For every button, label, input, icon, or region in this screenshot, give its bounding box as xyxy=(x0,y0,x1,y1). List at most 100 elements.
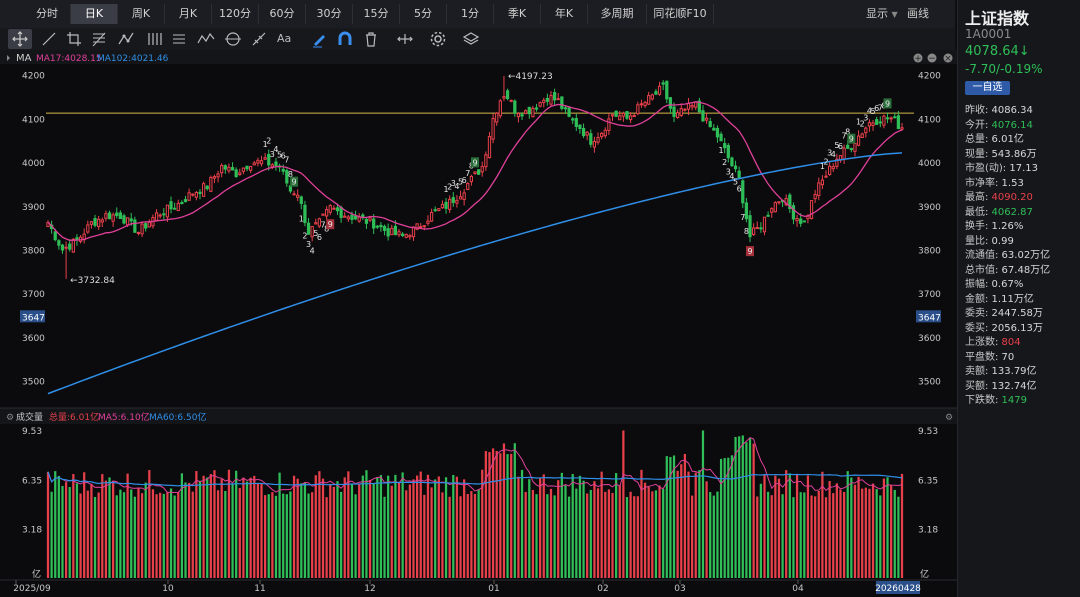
volume-bar xyxy=(727,457,730,578)
trash-icon[interactable] xyxy=(362,30,380,48)
candle-body xyxy=(625,111,629,119)
volume-bar xyxy=(267,494,270,578)
main-chart-header xyxy=(0,50,957,64)
volume-bar xyxy=(868,488,871,578)
display-label[interactable]: 显示 xyxy=(866,7,888,20)
volume-bar xyxy=(622,430,625,578)
candle-body xyxy=(285,170,289,184)
zoom-in-glyph: + xyxy=(914,54,922,64)
volume-bar xyxy=(615,473,618,578)
tab-1[interactable]: 日K xyxy=(71,4,118,24)
tab-4[interactable]: 120分 xyxy=(212,4,259,24)
volume-bar xyxy=(144,482,147,578)
draw-line-button[interactable]: 画线 xyxy=(907,7,929,20)
channel-tool-icon[interactable] xyxy=(170,30,188,48)
volume-bar xyxy=(50,491,53,578)
candle-body xyxy=(194,191,198,198)
candle-body xyxy=(849,148,853,151)
volume-bar xyxy=(184,482,187,578)
bars-tool-icon[interactable] xyxy=(145,30,163,48)
volume-bar xyxy=(669,457,672,578)
candle-body xyxy=(647,95,651,105)
add-watchlist-button[interactable]: 一自选 xyxy=(965,81,1010,95)
text-tool-icon[interactable]: Aa xyxy=(277,32,292,45)
volume-unit-right: 亿 xyxy=(920,568,929,580)
measure-tool-icon[interactable] xyxy=(250,30,268,48)
volume-bar xyxy=(578,475,582,578)
stat-value: 4086.34 xyxy=(988,105,1033,116)
volume-bar xyxy=(463,479,466,578)
tab-11[interactable]: 年K xyxy=(541,4,588,24)
volume-ma60-label: MA60:6.50亿 xyxy=(149,411,206,423)
volume-bar xyxy=(470,491,473,578)
tab-3[interactable]: 月K xyxy=(165,4,212,24)
volume-bar xyxy=(756,496,759,578)
wave-tool-icon[interactable] xyxy=(197,30,215,48)
crosshair-icon[interactable] xyxy=(8,29,32,49)
volume-bar xyxy=(151,489,155,578)
volume-bar xyxy=(861,488,864,578)
candle-body xyxy=(325,209,329,217)
candle-body xyxy=(534,107,539,110)
candle-body xyxy=(97,218,101,228)
seq-marker: 2 xyxy=(266,137,271,146)
tab-13[interactable]: 同花顺F10 xyxy=(647,4,714,24)
cycle-tool-icon[interactable] xyxy=(224,30,242,48)
line-tool-icon[interactable] xyxy=(40,30,58,48)
magnet-tool-icon[interactable] xyxy=(336,30,354,48)
price-tag-right xyxy=(916,310,941,323)
candle-body xyxy=(636,104,640,115)
volume-bar xyxy=(86,490,89,578)
x-axis-label: 01 xyxy=(488,584,499,594)
candle-body xyxy=(542,99,546,104)
pen-tool-icon[interactable] xyxy=(310,30,328,48)
candle-body xyxy=(686,103,691,110)
settings-gear-icon[interactable] xyxy=(429,30,447,48)
volume-bar xyxy=(365,470,368,578)
stat-value: 543.86万 xyxy=(988,148,1037,160)
tab-12[interactable]: 多周期 xyxy=(588,4,647,24)
volume-bar xyxy=(448,496,451,578)
candle-body xyxy=(820,179,825,186)
seq-marker: 6 xyxy=(874,104,879,113)
candle-body xyxy=(100,219,104,223)
move-icon[interactable] xyxy=(396,30,414,48)
candle-body xyxy=(571,118,575,121)
seq-marker: 5 xyxy=(834,141,839,150)
seq-marker: 6 xyxy=(838,142,843,151)
display-menu[interactable]: 显示 ▼ xyxy=(866,0,898,28)
tab-2[interactable]: 周K xyxy=(118,4,165,24)
candle-body xyxy=(520,114,524,117)
stat-label: 委卖: xyxy=(965,308,989,319)
stat-row: 现量: 543.86万 xyxy=(965,148,1079,163)
pattern-tool-icon[interactable] xyxy=(117,30,135,48)
tab-7[interactable]: 15分 xyxy=(353,4,400,24)
stat-row: 今开: 4076.14 xyxy=(965,119,1079,134)
y-tick-right: 3500 xyxy=(918,378,941,388)
stat-row: 委买: 2056.13万 xyxy=(965,322,1079,337)
volume-bar xyxy=(618,485,621,578)
candle-body xyxy=(509,99,513,102)
volume-bar xyxy=(387,475,390,578)
volume-bar xyxy=(517,476,520,578)
crop-tool-icon[interactable] xyxy=(65,30,83,48)
y-tick-right: 3900 xyxy=(918,203,941,213)
tab-0[interactable]: 分时 xyxy=(24,4,71,24)
tab-9[interactable]: 1分 xyxy=(447,4,494,24)
tab-5[interactable]: 60分 xyxy=(259,4,306,24)
candle-body xyxy=(896,115,901,129)
tab-10[interactable]: 季K xyxy=(494,4,541,24)
stat-value: 67.48万亿 xyxy=(998,264,1051,276)
volume-bar xyxy=(633,496,636,578)
fib-tool-icon[interactable] xyxy=(90,30,108,48)
seq-marker: 2 xyxy=(722,158,727,167)
stat-label: 流通值: xyxy=(965,250,999,261)
volume-bar xyxy=(459,496,462,578)
layers-icon[interactable] xyxy=(462,30,480,48)
tab-6[interactable]: 30分 xyxy=(306,4,353,24)
volume-bar xyxy=(698,470,701,578)
candle-body xyxy=(621,112,625,117)
volume-bar xyxy=(716,491,719,578)
tab-8[interactable]: 5分 xyxy=(400,4,447,24)
